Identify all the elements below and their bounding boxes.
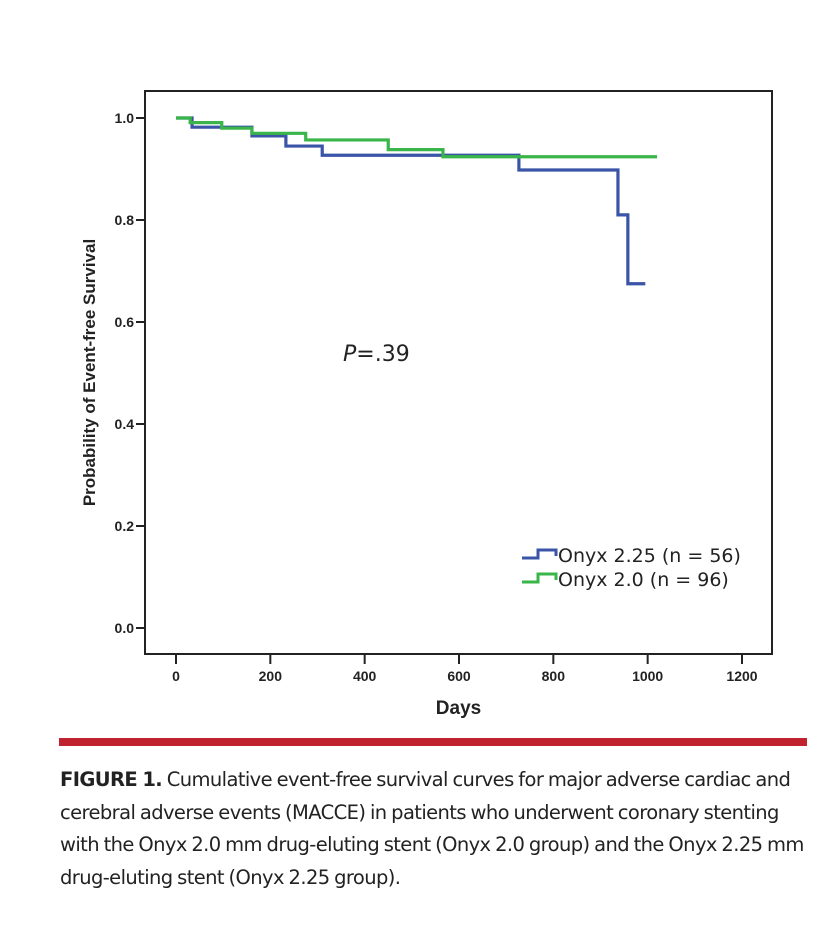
y-tick-label: 0.2 — [115, 518, 135, 534]
caption-lead: FIGURE 1. — [60, 768, 163, 791]
x-tick-label: 1000 — [632, 668, 663, 684]
p-value-annotation: P=.39 — [343, 342, 410, 367]
x-tick-label: 0 — [172, 668, 180, 684]
x-tick-label: 200 — [259, 668, 283, 684]
legend-swatch-icon — [522, 548, 558, 560]
survival-curve-onyx-2-25 — [176, 116, 646, 286]
y-tick-label: 0.4 — [115, 416, 135, 432]
x-axis: 0 200 400 600 800 1000 1200 — [172, 654, 758, 684]
y-tick-label: 0.0 — [115, 620, 135, 636]
x-tick-label: 1200 — [726, 668, 757, 684]
x-axis-title: Days — [436, 698, 481, 719]
caption-text: Cumulative event-free survival curves fo… — [60, 768, 804, 889]
y-tick-label: 0.6 — [115, 314, 135, 330]
y-tick-label: 1.0 — [115, 110, 135, 126]
x-tick-label: 600 — [447, 668, 471, 684]
y-axis-title: Probability of Event-free Survival — [80, 239, 99, 506]
p-value-symbol: P — [343, 342, 357, 367]
legend-swatch-icon — [522, 572, 558, 584]
y-tick-label: 0.8 — [115, 212, 135, 228]
caption-divider — [59, 738, 807, 746]
legend: Onyx 2.25 (n = 56)Onyx 2.0 (n = 96) — [522, 545, 741, 591]
legend-label: Onyx 2.25 (n = 56) — [558, 545, 741, 567]
survival-curve-onyx-2-0 — [176, 116, 658, 159]
y-axis: 0.0 0.2 0.4 0.6 0.8 1.0 — [115, 110, 145, 636]
series-layer — [176, 116, 658, 286]
x-tick-label: 400 — [353, 668, 377, 684]
legend-label: Onyx 2.0 (n = 96) — [558, 569, 729, 591]
p-value-text: =.39 — [356, 342, 409, 367]
km-chart: 0.0 0.2 0.4 0.6 0.8 1.0 0 200 400 600 800 1000 1200… — [80, 90, 773, 719]
x-tick-label: 800 — [542, 668, 566, 684]
figure-caption: FIGURE 1. Cumulative event-free survival… — [60, 764, 820, 894]
